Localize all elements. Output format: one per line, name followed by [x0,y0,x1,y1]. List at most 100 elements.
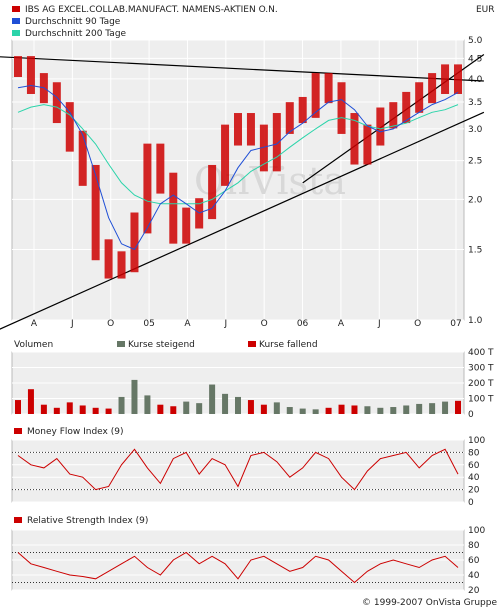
ma90-legend-label: Durchschnitt 90 Tage [25,17,121,27]
osc-y-tick: 0 [468,498,474,508]
price-bar [65,102,74,152]
osc-y-tick: 20 [468,486,480,496]
steigend-legend-label: Kurse steigend [128,340,195,350]
volume-y-tick: 200 T [468,379,494,389]
volume-bar [15,400,21,414]
price-x-tick: J [223,319,227,329]
volume-bar [222,393,229,414]
price-y-tick: 1.0 [468,316,483,326]
price-x-axis: A J O 05 A J O 06 A J O 07 [31,319,462,329]
rsi-title: Relative Strength Index (9) [27,516,148,526]
price-x-tick: 07 [450,319,461,329]
volume-bar [442,401,449,414]
osc-y-tick: 100 [468,436,485,446]
price-bar [234,113,242,146]
volume-bar [286,407,293,414]
volume-bar [53,407,60,414]
steigend-legend-swatch [117,341,125,347]
ma90-legend-swatch [12,18,20,24]
volume-bar [131,379,138,414]
volume-bar [40,404,47,414]
price-bar [324,73,333,104]
volume-bar [455,400,461,414]
price-bar [402,91,411,124]
volume-y-tick: 100 T [468,395,494,405]
price-x-tick: A [31,319,38,329]
price-bar [337,82,346,134]
osc-y-tick: 60 [468,556,480,566]
price-bar [91,164,100,261]
price-bar [454,64,462,94]
trendline [0,111,485,330]
volume-bar [247,400,254,414]
rsi-grid [12,529,464,591]
volume-y-tick: 400 T [468,348,494,358]
price-bar [389,102,398,129]
osc-y-tick: 40 [468,571,480,581]
ma200-legend-swatch [12,30,20,36]
price-bar [221,124,230,186]
mfi-legend-swatch [14,428,22,434]
price-bar [441,64,450,94]
osc-y-tick: 40 [468,473,480,483]
volume-bar [299,408,306,414]
osc-y-tick: 80 [468,448,480,458]
price-bar [26,56,35,94]
mfi-plot-area [11,439,465,503]
mfi-title: Money Flow Index (9) [27,427,124,437]
price-bar [272,113,281,172]
trendline [0,56,484,82]
price-bar [415,82,424,113]
volume-bar [260,404,267,414]
volume-y-tick: 300 T [468,364,494,374]
price-bar [285,102,294,134]
price-y-tick: 2.5 [468,157,482,167]
watermark: OnVista [194,159,346,203]
volume-bar [170,406,177,414]
fallend-legend-label: Kurse fallend [259,340,318,350]
osc-y-tick: 80 [468,541,480,551]
volume-bar [403,405,410,414]
volume-bar [157,404,164,414]
volume-bar [390,407,397,414]
ma200-line [17,104,459,205]
volume-bar [118,396,125,414]
price-y-tick: 1.5 [468,245,482,255]
rsi-legend-swatch [14,517,22,523]
price-bar [14,56,22,78]
price-bar [208,164,217,220]
volume-y-axis: 400 T 300 T 200 T 100 T 0 [468,348,494,420]
volume-bars [15,379,461,414]
price-candles [14,56,462,279]
price-bar [376,107,385,146]
price-bar [117,251,126,279]
volume-bar [79,405,86,414]
price-x-tick: O [107,319,114,329]
price-y-tick: 3.0 [468,125,483,135]
price-y-tick: 4.0 [468,75,483,85]
volume-bar [325,407,332,414]
fallend-legend-swatch [248,341,256,347]
price-y-tick: 4.5 [468,54,482,64]
mfi-y-axis: 100 80 60 40 20 0 [468,436,485,508]
price-bar [156,143,165,194]
volume-bar [105,408,112,414]
price-bar [350,113,359,165]
osc-y-tick: 60 [468,461,480,471]
volume-title: Volumen [14,340,53,350]
volume-bar [92,407,99,414]
price-x-tick: 06 [297,319,309,329]
volume-bar [312,409,319,414]
price-y-axis: 5.0 4.5 4.0 3.5 3.0 2.5 2.0 1.5 1.0 [468,36,483,326]
chart-title: IBS AG EXCEL.COLLAB.MANUFACT. NAMENS-AKT… [25,5,278,15]
volume-bar [351,405,358,414]
price-bar [143,143,152,234]
price-bar [78,130,87,186]
osc-y-tick: 100 [468,526,485,536]
price-bar [363,124,372,165]
price-x-tick: O [414,319,421,329]
price-bar [298,96,307,124]
rsi-line [17,551,459,584]
volume-bar [273,402,280,414]
